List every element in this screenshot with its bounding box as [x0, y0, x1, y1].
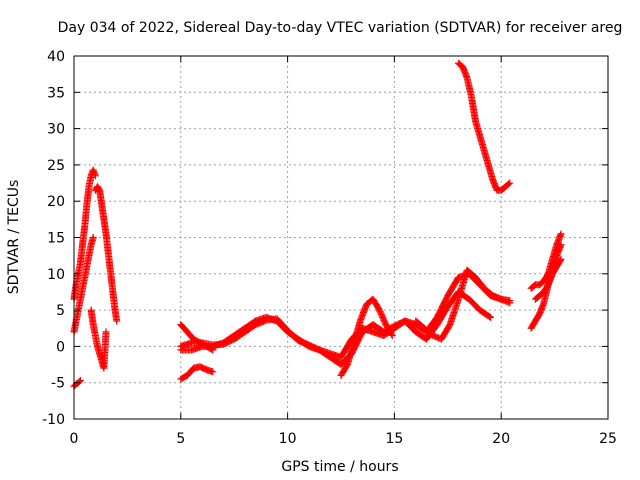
data-point: [76, 377, 84, 385]
series-arc-10: [337, 295, 396, 379]
x-tick-label: 5: [176, 431, 185, 447]
y-tick-label: 35: [47, 85, 65, 101]
data-point: [505, 180, 513, 188]
series-arc-4: [87, 306, 110, 372]
data-point: [485, 313, 493, 321]
data-point: [208, 345, 216, 353]
y-tick-label: 15: [47, 231, 65, 247]
y-tick-label: -5: [51, 376, 65, 392]
y-tick-labels: -10 -5 0 5 10 15 20 25 30 35 40: [42, 49, 65, 428]
data-point: [113, 317, 121, 325]
x-tick-label: 0: [70, 431, 79, 447]
y-axis-label: SDTVAR / TECUs: [6, 180, 22, 295]
x-tick-label: 10: [279, 431, 297, 447]
y-tick-label: 25: [47, 158, 65, 174]
grid-layer: [74, 56, 608, 419]
data-point: [89, 234, 97, 241]
y-tick-label: -10: [42, 412, 65, 428]
series-arc-11: [412, 266, 514, 343]
y-tick-label: 5: [56, 303, 65, 319]
y-tick-label: 20: [47, 194, 65, 210]
series-arc-12: [454, 59, 514, 194]
data-point: [387, 330, 395, 338]
series-arc-15: [531, 255, 565, 303]
series-arc-3: [70, 377, 84, 390]
data-point: [557, 230, 565, 238]
series-arc-8: [177, 321, 217, 354]
series-arc-2: [70, 234, 97, 336]
x-axis-label: GPS time / hours: [281, 459, 398, 475]
data-point: [102, 328, 110, 336]
x-tick-label: 25: [599, 431, 617, 447]
data-point: [487, 313, 495, 321]
series-arc-5: [91, 183, 121, 325]
data-point: [388, 332, 396, 340]
y-tick-label: 10: [47, 267, 65, 283]
data-point: [506, 297, 514, 305]
data-point: [209, 368, 217, 376]
axis-ticks: [73, 55, 609, 420]
chart-title: Day 034 of 2022, Sidereal Day-to-day VTE…: [58, 20, 623, 36]
series-arc-9: [177, 363, 217, 383]
x-tick-labels: 0 5 10 15 20 25: [70, 431, 617, 447]
data-point: [91, 172, 99, 180]
x-tick-label: 15: [385, 431, 403, 447]
data-marks: [70, 59, 565, 390]
data-point: [209, 346, 217, 354]
x-tick-label: 20: [492, 431, 510, 447]
y-tick-label: 0: [56, 339, 65, 355]
y-tick-label: 30: [47, 122, 65, 138]
y-tick-label: 40: [47, 49, 65, 65]
data-point: [75, 378, 83, 386]
data-point: [506, 179, 514, 187]
data-point: [557, 255, 565, 263]
data-point: [556, 256, 564, 264]
